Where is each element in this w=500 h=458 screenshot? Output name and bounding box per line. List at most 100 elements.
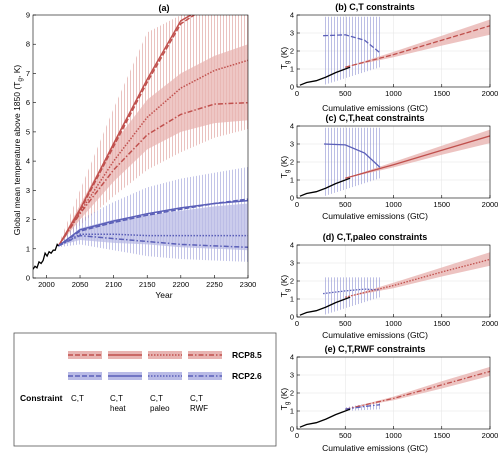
panel-d-xtick-label-1: 500 — [339, 319, 352, 328]
panel-c: (c) C,T,heat constraints 0 1 2 3 4 0 500 1000 15… — [279, 113, 498, 221]
panel-a-plot-area: 0 1 2 3 4 5 6 7 8 9 2000 2050 2100 2150 2200 2250 2300 — [26, 11, 257, 290]
panel-e-y-end: (K) — [279, 388, 289, 402]
panel-a-ytick-label-2: 2 — [26, 215, 30, 224]
panel-b-y-end: (K) — [279, 47, 289, 61]
legend-constraint-label: Constraint — [20, 393, 63, 403]
panel-c-xtick-label-4: 2000 — [482, 200, 499, 209]
panel-a-xtick-label-1: 2050 — [72, 280, 89, 289]
panel-e-rcp85-band — [345, 366, 490, 410]
panel-e-xtick-label-1: 500 — [339, 431, 352, 440]
panel-a-xtick-label-3: 2150 — [139, 280, 156, 289]
panel-c-x-axis-label: Cumulative emissions (GtC) — [322, 211, 428, 221]
panel-e-y-main: T — [279, 405, 289, 410]
panel-d-rcp85-line — [345, 258, 490, 298]
panel-a-ytick-label-3: 3 — [26, 186, 30, 195]
panel-a-xtick-label-5: 2250 — [206, 280, 223, 289]
panel-c-y-end: (K) — [279, 156, 289, 170]
panel-c-y-sub: g — [284, 169, 291, 173]
panel-a-y-axis-label-end: , K) — [12, 65, 22, 78]
panel-b: (b) C,T constraints 0 1 2 3 4 0 500 1000 1500 200… — [279, 2, 498, 113]
panel-e-rcp85-line — [345, 370, 490, 410]
panel-a-ytick-label-0: 0 — [26, 274, 30, 283]
legend-col-2-line1: C,T — [110, 394, 123, 403]
panel-e-ytick-label-2: 2 — [290, 389, 294, 398]
panel-a-series-6 — [58, 233, 248, 247]
panel-b-xtick-label-4: 2000 — [482, 89, 499, 98]
panel-d-ytick-label-3: 3 — [290, 259, 294, 268]
panel-e-x-axis-label: Cumulative emissions (GtC) — [322, 443, 428, 453]
panel-e-title: (e) C,T,RWF constraints — [325, 344, 426, 354]
panel-d-observed-line — [299, 296, 351, 316]
panel-e-ytick-label-0: 0 — [290, 425, 294, 434]
panel-c-rcp85-line — [345, 135, 490, 179]
panel-d-ytick-label-0: 0 — [290, 313, 294, 322]
panel-a-xtick-label-2: 2100 — [105, 280, 122, 289]
panel-e-ytick-label-3: 3 — [290, 371, 294, 380]
panel-c-xtick-label-1: 500 — [339, 200, 352, 209]
legend-col-2-line2: heat — [110, 404, 126, 413]
legend-rcp85-row: RCP8.5 — [68, 350, 262, 360]
panel-b-xtick-label-0: 0 — [295, 89, 299, 98]
panel-b-y-main: T — [279, 64, 289, 69]
panel-d-y-axis-label: Tg (K) — [279, 275, 291, 298]
panel-a-y-axis-label-sub: g — [17, 78, 24, 82]
legend-frame — [13, 332, 277, 447]
legend-rcp26-label: RCP2.6 — [232, 371, 262, 381]
panel-e-xtick-label-4: 2000 — [482, 431, 499, 440]
panel-a-series-5 — [58, 199, 248, 247]
panel-c-ytick-label-0: 0 — [290, 194, 294, 203]
panel-b-observed-line — [299, 66, 351, 86]
panel-b-y-sub: g — [284, 60, 291, 64]
panel-d-ytick-label-1: 1 — [290, 295, 294, 304]
panel-a-xtick-label-0: 2000 — [38, 280, 55, 289]
panel-d-y-main: T — [279, 292, 289, 297]
panel-c-series-group — [297, 126, 490, 198]
panel-a-band-rcp85-narrow — [58, 44, 248, 246]
panel-b-y-axis-label: Tg (K) — [279, 47, 291, 70]
panel-c-title: (c) C,T,heat constraints — [325, 113, 424, 123]
panel-a: (a) 0 1 2 3 4 5 6 7 8 9 2000 2050 2100 2150 2200 2250 23… — [12, 3, 256, 300]
panel-c-rcp85-band — [345, 129, 490, 179]
panel-d-ytick-label-4: 4 — [290, 241, 294, 250]
panel-a-x-axis-label: Year — [155, 290, 172, 300]
panel-d: (d) C,T,paleo constraints 0 1 2 3 4 0 500 1000 1… — [279, 232, 498, 340]
panel-b-xtick-label-1: 500 — [339, 89, 352, 98]
panel-b-x-axis-label: Cumulative emissions (GtC) — [322, 103, 428, 113]
panel-b-ytick-label-1: 1 — [290, 65, 294, 74]
panel-c-xtick-label-0: 0 — [295, 200, 299, 209]
panel-c-ytick-label-4: 4 — [290, 122, 294, 131]
panel-c-ytick-label-3: 3 — [290, 140, 294, 149]
panel-e-xtick-label-0: 0 — [295, 431, 299, 440]
panel-a-ytick-label-5: 5 — [26, 127, 30, 136]
panel-e-observed-line — [299, 408, 351, 428]
panel-a-series-3 — [57, 101, 248, 247]
panel-d-xtick-label-4: 2000 — [482, 319, 499, 328]
panel-a-ytick-label-4: 4 — [26, 157, 30, 166]
panel-b-ytick-label-3: 3 — [290, 29, 294, 38]
panel-e-xtick-label-2: 1000 — [385, 431, 402, 440]
panel-a-series-0 — [57, 15, 195, 247]
panel-a-xtick-label-6: 2300 — [240, 280, 257, 289]
panel-a-ytick-label-8: 8 — [26, 40, 30, 49]
legend-col-3-line2: paleo — [150, 404, 170, 413]
panel-c-xtick-label-3: 1500 — [433, 200, 450, 209]
panel-b-rcp26-band — [323, 16, 380, 86]
panel-b-ytick-label-0: 0 — [290, 83, 294, 92]
panel-c-ytick-label-2: 2 — [290, 158, 294, 167]
panel-e-y-sub: g — [284, 401, 291, 405]
panel-b-rcp26-line — [323, 34, 381, 54]
legend: RCP8.5 RCP2.6 Constraint C,T C,T heat C,… — [13, 332, 277, 447]
panel-e-ytick-label-4: 4 — [290, 353, 294, 362]
panel-b-ytick-label-2: 2 — [290, 47, 294, 56]
legend-col-4-line2: RWF — [190, 404, 208, 413]
panel-d-ytick-label-2: 2 — [290, 277, 294, 286]
panel-e-plot-area: 0 1 2 3 4 0 500 1000 1500 2000 — [290, 353, 499, 441]
legend-rcp85-sample-3 — [148, 351, 182, 359]
legend-rcp26-sample-4 — [188, 372, 222, 380]
panel-a-series-group — [33, 15, 248, 270]
panel-e: (e) C,T,RWF constraints 0 1 2 3 4 0 500 1000 150… — [279, 344, 498, 453]
legend-rcp26-row: RCP2.6 — [68, 371, 262, 381]
panel-d-xtick-label-2: 1000 — [385, 319, 402, 328]
panel-d-xtick-label-3: 1500 — [433, 319, 450, 328]
